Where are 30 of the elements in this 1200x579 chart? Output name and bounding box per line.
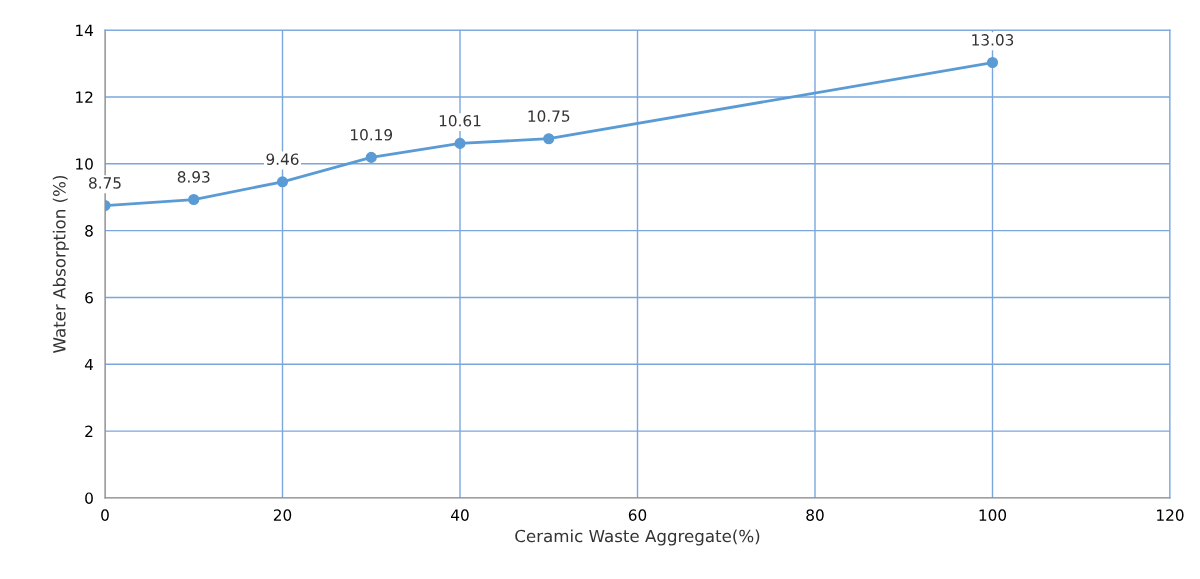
x-tick-label: 40 <box>451 509 469 521</box>
data-label: 10.75 <box>528 110 570 122</box>
data-label: 9.46 <box>266 153 299 165</box>
point <box>986 56 999 69</box>
point <box>365 151 377 163</box>
point <box>188 193 200 206</box>
data-label: 10.19 <box>351 129 393 141</box>
data-label: 13.03 <box>972 34 1014 46</box>
y-tick-label: 6 <box>85 291 93 304</box>
point <box>276 176 289 188</box>
x-tick-label: 80 <box>806 509 824 521</box>
y-tick-label: 4 <box>84 358 94 371</box>
point <box>454 137 466 149</box>
data-label: 8.93 <box>177 171 210 183</box>
data-label: 10.61 <box>439 114 481 127</box>
x-tick-label: 0 <box>101 509 109 521</box>
y-tick-label: 14 <box>76 24 94 36</box>
y-tick-label: 12 <box>76 91 93 103</box>
y-axis-title: Water Absorption (%) <box>52 175 69 353</box>
y-tick-label: 2 <box>85 425 93 437</box>
x-tick-label: 20 <box>273 509 292 521</box>
x-tick-label: 120 <box>1157 509 1184 521</box>
x-tick-label: 100 <box>979 509 1007 521</box>
y-tick-label: 8 <box>85 225 93 237</box>
y-tick-label: 0 <box>85 492 93 504</box>
x-axis-title: Ceramic Waste Aggregate(%) <box>515 529 760 546</box>
point <box>543 133 555 145</box>
x-tick-label: 60 <box>628 509 647 521</box>
y-tick-label: 10 <box>76 158 93 170</box>
data-label: 8.75 <box>89 177 121 189</box>
